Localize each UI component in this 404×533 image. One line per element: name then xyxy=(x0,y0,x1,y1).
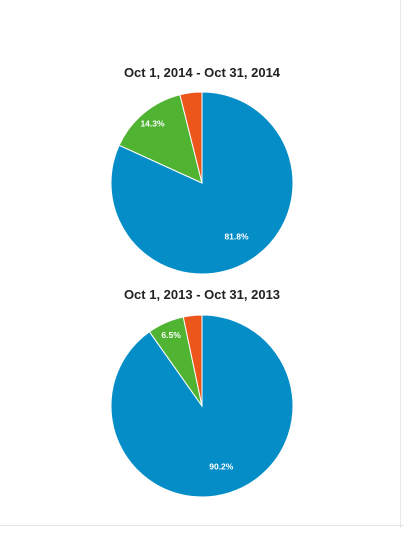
pie-labels: 90.2% 6.5% xyxy=(161,330,233,472)
pie-slice xyxy=(118,94,203,184)
chart-title: Oct 1, 2013 - Oct 31, 2013 xyxy=(124,287,280,302)
pie-labels: 81.8% 14.3% xyxy=(140,119,249,242)
pie-slices xyxy=(110,91,294,275)
panel-border-bottom xyxy=(0,525,404,526)
chart-title: Oct 1, 2014 - Oct 31, 2014 xyxy=(124,65,281,80)
pie-chart-2013: Oct 1, 2013 - Oct 31, 2013 90.2% 6.5% xyxy=(110,287,294,498)
panel-border-right xyxy=(400,0,401,528)
pie-slice xyxy=(179,91,203,184)
pie-chart-2014: Oct 1, 2014 - Oct 31, 2014 81.8% 14.3% xyxy=(110,65,294,275)
pie-slice xyxy=(182,314,203,407)
slice-label: 14.3% xyxy=(140,119,165,129)
slice-label: 81.8% xyxy=(224,232,249,242)
pie-slices xyxy=(110,314,294,498)
slice-label: 90.2% xyxy=(209,462,234,472)
slice-label: 6.5% xyxy=(161,330,181,340)
